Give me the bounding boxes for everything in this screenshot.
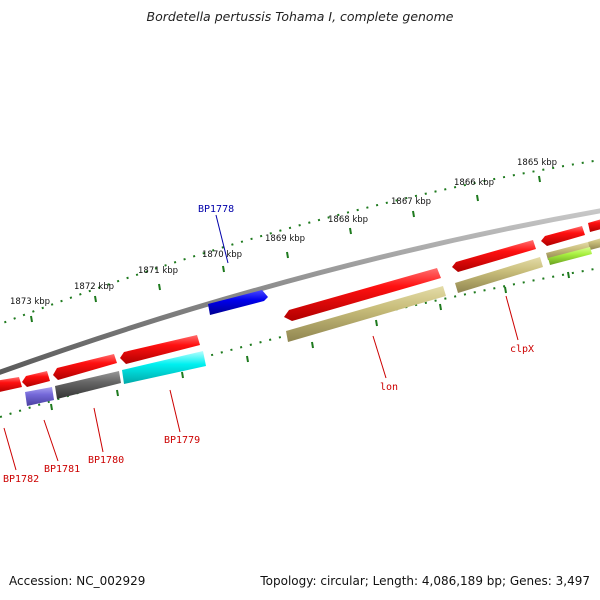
genome-summary-text: Topology: circular; Length: 4,086,189 bp… [260, 574, 590, 588]
gene-label-BP1782[interactable]: BP1782 [3, 474, 39, 485]
leader-line-lon [372, 335, 387, 379]
tick-label-1873: 1873 kbp [10, 297, 50, 307]
feature-box-right-khaki[interactable] [546, 242, 590, 260]
tick-label-1869: 1869 kbp [265, 234, 305, 244]
leader-line-BP1782 [3, 427, 17, 471]
feature-box-BP1781[interactable] [25, 387, 54, 406]
tick-label-1866: 1866 kbp [454, 178, 494, 188]
gene-arrow-BP1782-red[interactable] [0, 377, 22, 393]
tick-label-1871: 1871 kbp [138, 266, 178, 276]
tick-label-1867: 1867 kbp [391, 197, 431, 207]
gene-arrow-lon[interactable] [284, 268, 441, 321]
gene-label-BP1781[interactable]: BP1781 [44, 464, 80, 475]
feature-box-lon[interactable] [286, 286, 446, 342]
gene-label-BP1779[interactable]: BP1779 [164, 435, 200, 446]
gene-arrow-BP1778[interactable] [208, 290, 268, 315]
feature-box-right-khaki-2[interactable] [588, 237, 600, 250]
map-title: Bordetella pertussis Tohama I, complete … [146, 9, 454, 24]
tick-label-1870: 1870 kbp [202, 250, 242, 260]
outer-tick-track [0, 159, 600, 326]
gene-arrow-right-edge-2[interactable] [588, 218, 600, 232]
gene-arrow-BP1781-red[interactable] [22, 371, 50, 387]
genome-backbone [0, 208, 600, 375]
gene-arrow-right-edge[interactable] [541, 226, 585, 246]
gene-label-BP1780[interactable]: BP1780 [88, 455, 124, 466]
leader-line-BP1778 [215, 214, 229, 264]
leader-line-BP1779 [169, 389, 181, 433]
feature-box-BP1780[interactable] [55, 371, 121, 399]
feature-box-BP1779[interactable] [122, 351, 206, 384]
leader-line-BP1781 [43, 419, 59, 462]
gene-label-BP1778[interactable]: BP1778 [198, 204, 234, 215]
gene-arrow-BP1779-red[interactable] [120, 335, 200, 364]
leader-line-clpX [505, 295, 519, 341]
tick-label-1872: 1872 kbp [74, 282, 114, 292]
leader-line-BP1780 [93, 407, 104, 453]
feature-box-right-green[interactable] [548, 247, 592, 265]
tick-label-1868: 1868 kbp [328, 215, 368, 225]
accession-text: Accession: NC_002929 [9, 574, 146, 588]
outer-major-ticks [30, 175, 541, 323]
gene-arrow-clpX[interactable] [452, 240, 536, 272]
inner-major-ticks [50, 271, 570, 411]
gene-label-clpX[interactable]: clpX [510, 344, 534, 355]
tick-label-1865: 1865 kbp [517, 158, 557, 168]
gene-arrow-BP1780-red[interactable] [53, 354, 117, 380]
feature-box-clpX[interactable] [455, 257, 543, 293]
gene-label-lon[interactable]: lon [380, 382, 398, 393]
